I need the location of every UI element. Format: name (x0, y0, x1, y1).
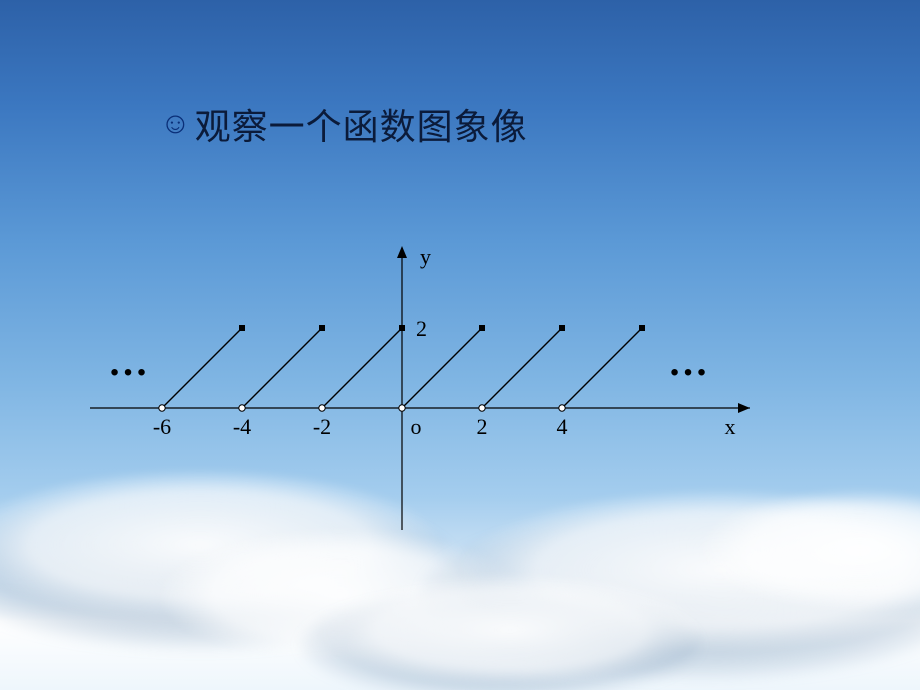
svg-text:-6: -6 (153, 414, 171, 439)
svg-text:y: y (420, 244, 431, 269)
chart-svg: -6 -4 -2 2 4 o x y 2 (90, 240, 770, 540)
title-text: 观察一个函数图象像 (195, 98, 528, 150)
slide-root: ☺ 观察一个函数图象像 -6 -4 -2 2 4 o x y 2 … … (0, 0, 920, 690)
svg-text:-4: -4 (233, 414, 251, 439)
svg-text:2: 2 (416, 316, 427, 341)
svg-text:2: 2 (477, 414, 488, 439)
chart: -6 -4 -2 2 4 o x y 2 … … (90, 240, 770, 540)
ellipsis-left: … (108, 342, 150, 382)
smiley-icon: ☺ (160, 109, 191, 139)
ellipsis-right: … (668, 342, 710, 382)
svg-text:4: 4 (557, 414, 568, 439)
svg-text:o: o (411, 414, 422, 439)
svg-text:-2: -2 (313, 414, 331, 439)
slide-title: ☺ 观察一个函数图象像 (160, 98, 528, 150)
svg-text:x: x (725, 414, 736, 439)
